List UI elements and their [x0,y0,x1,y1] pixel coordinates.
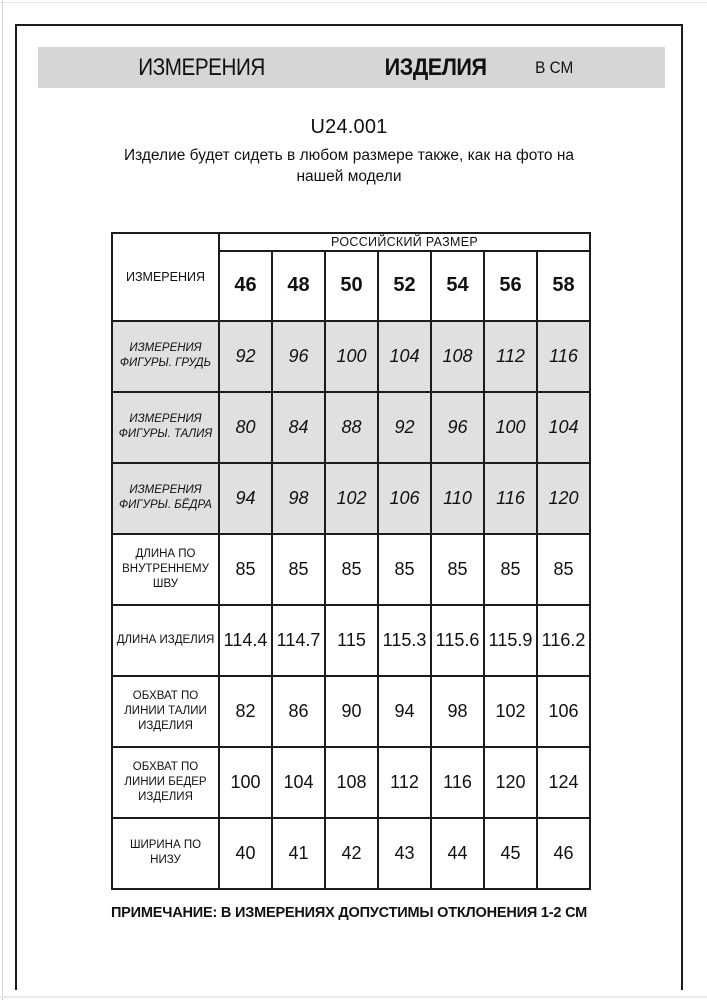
value-cell: 85 [536,532,591,606]
value-cell: 106 [536,674,591,748]
value-cell: 41 [271,816,326,890]
table-row: ШИРИНА ПО НИЗУ 40 41 42 43 44 45 46 [111,816,591,890]
value-cell: 82 [218,674,273,748]
value-cell: 104 [271,745,326,819]
row-label: ОБХВАТ ПО ЛИНИИ БЕДЕР ИЗДЕЛИЯ [111,745,220,819]
value-cell: 102 [483,674,538,748]
value-cell: 120 [536,461,591,535]
value-cell: 124 [536,745,591,819]
page-title-measurements: ИЗМЕРЕНИЯ [138,53,266,81]
value-cell: 85 [218,532,273,606]
sizes-header-row: 46 48 50 52 54 56 58 [112,249,591,322]
row-label: ДЛИНА ПО ВНУТРЕННЕМУ ШВУ [111,532,220,606]
value-cell: 104 [536,390,591,464]
value-cell: 96 [271,319,326,393]
value-cell: 86 [271,674,326,748]
size-header-cell: 48 [271,249,326,322]
value-cell: 115 [324,603,379,677]
value-cell: 108 [430,319,485,393]
value-cell: 96 [430,390,485,464]
value-cell: 114.7 [271,603,326,677]
row-label: ДЛИНА ИЗДЕЛИЯ [111,603,220,677]
value-cell: 116 [483,461,538,535]
table-row: ДЛИНА ИЗДЕЛИЯ 114.4 114.7 115 115.3 115.6 115.… [111,603,591,677]
value-cell: 116.2 [536,603,591,677]
value-cell: 100 [218,745,273,819]
value-cell: 115.6 [430,603,485,677]
group-header-row: ИЗМЕРЕНИЯ РОССИЙСКИЙ РАЗМЕР [111,231,591,322]
value-cell: 120 [483,745,538,819]
value-cell: 85 [324,532,379,606]
table-row: ДЛИНА ПО ВНУТРЕННЕМУ ШВУ 85 85 85 85 85 85 85 [111,532,591,606]
value-cell: 116 [536,319,591,393]
value-cell: 100 [324,319,379,393]
fit-description: Изделие будет сидеть в любом размере так… [123,147,575,186]
table-row: ИЗМЕРЕНИЯ ФИГУРЫ. ТАЛИЯ 80 84 88 92 96 100 104 [111,390,591,464]
page-frame: ИЗМЕРЕНИЯ ИЗДЕЛИЯ В СМ U24.001 Изделие б… [15,24,683,990]
value-cell: 94 [218,461,273,535]
value-cell: 104 [377,319,432,393]
value-cell: 116 [430,745,485,819]
value-cell: 110 [430,461,485,535]
value-cell: 85 [271,532,326,606]
value-cell: 90 [324,674,379,748]
size-table: ИЗМЕРЕНИЯ РОССИЙСКИЙ РАЗМЕР 46 48 50 52 54 56… [111,231,591,890]
value-cell: 115.9 [483,603,538,677]
size-header-cell: 50 [324,249,379,322]
value-cell: 98 [271,461,326,535]
title-bar: ИЗМЕРЕНИЯ ИЗДЕЛИЯ В СМ [38,47,665,88]
table-row: ОБХВАТ ПО ЛИНИИ ТАЛИИ ИЗДЕЛИЯ 82 86 90 94 98 1… [111,674,591,748]
value-cell: 102 [324,461,379,535]
table-row: ИЗМЕРЕНИЯ ФИГУРЫ. БЁДРА 94 98 102 106 110 116 1… [111,461,591,535]
size-table-head: ИЗМЕРЕНИЯ РОССИЙСКИЙ РАЗМЕР 46 48 50 52 54 56… [111,231,591,322]
value-cell: 114.4 [218,603,273,677]
value-cell: 94 [377,674,432,748]
value-cell: 115.3 [377,603,432,677]
value-cell: 106 [377,461,432,535]
value-cell: 112 [483,319,538,393]
value-cell: 85 [430,532,485,606]
value-cell: 112 [377,745,432,819]
row-label: ИЗМЕРЕНИЯ ФИГУРЫ. БЁДРА [111,461,220,535]
size-header-cell: 52 [377,249,432,322]
article-number: U24.001 [310,116,388,138]
value-cell: 92 [377,390,432,464]
russian-size-header-cell: РОССИЙСКИЙ РАЗМЕР [218,231,591,252]
value-cell: 85 [483,532,538,606]
scan-edge-left [2,0,3,1000]
scan-edge-bottom [0,996,707,998]
size-header-cell: 58 [536,249,591,322]
value-cell: 80 [218,390,273,464]
value-cell: 100 [483,390,538,464]
table-row: ОБХВАТ ПО ЛИНИИ БЕДЕР ИЗДЕЛИЯ 100 104 108 11… [111,745,591,819]
note-text: ПРИМЕЧАНИЕ: В ИЗМЕРЕНИЯХ ДОПУСТИМЫ ОТКЛО… [110,904,588,921]
size-header-cell: 46 [218,249,273,322]
value-cell: 45 [483,816,538,890]
value-cell: 84 [271,390,326,464]
scan-edge-top [0,2,707,3]
page-title-product: ИЗДЕЛИЯ [384,53,487,81]
value-cell: 46 [536,816,591,890]
row-label: ШИРИНА ПО НИЗУ [111,816,220,890]
value-cell: 42 [324,816,379,890]
size-header-cell: 56 [483,249,538,322]
corner-header-cell: ИЗМЕРЕНИЯ [111,231,220,322]
value-cell: 98 [430,674,485,748]
value-cell: 85 [377,532,432,606]
value-cell: 44 [430,816,485,890]
row-label: ОБХВАТ ПО ЛИНИИ ТАЛИИ ИЗДЕЛИЯ [111,674,220,748]
row-label: ИЗМЕРЕНИЯ ФИГУРЫ. ГРУДЬ [111,319,220,393]
value-cell: 88 [324,390,379,464]
table-row: ИЗМЕРЕНИЯ ФИГУРЫ. ГРУДЬ 92 96 100 104 108 112 1… [111,319,591,393]
size-table-body: ИЗМЕРЕНИЯ ФИГУРЫ. ГРУДЬ 92 96 100 104 108 112 1… [111,319,591,890]
value-cell: 92 [218,319,273,393]
value-cell: 108 [324,745,379,819]
page-title-unit: В СМ [534,57,573,77]
row-label: ИЗМЕРЕНИЯ ФИГУРЫ. ТАЛИЯ [111,390,220,464]
value-cell: 40 [218,816,273,890]
size-header-cell: 54 [430,249,485,322]
value-cell: 43 [377,816,432,890]
